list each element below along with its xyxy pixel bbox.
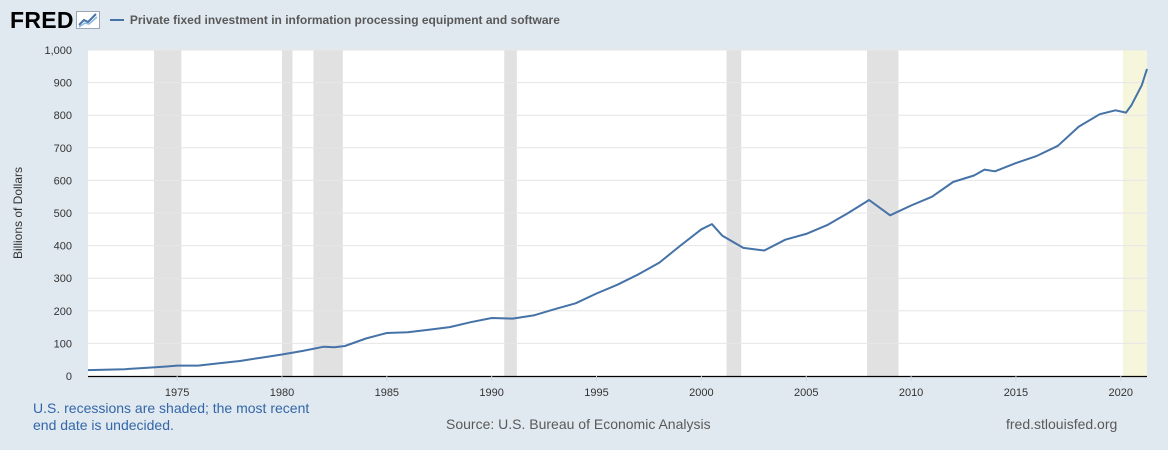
site-link[interactable]: fred.stlouisfed.org: [1006, 416, 1118, 432]
x-tick-label: 2020: [1109, 387, 1133, 399]
x-tick-label: 2005: [794, 387, 818, 399]
y-tick-label: 200: [54, 306, 72, 318]
x-axis: 1975 1980 1985 1990 1995 2000 2005 2010 2015 2020: [165, 376, 1133, 399]
legend-label: Private fixed investment in information …: [129, 13, 560, 27]
x-tick-label: 2000: [689, 387, 713, 399]
fred-logo[interactable]: FRED: [10, 6, 74, 33]
x-tick-label: 1995: [584, 387, 608, 399]
x-tick-label: 1985: [375, 387, 399, 399]
x-tick-label: 1990: [479, 387, 503, 399]
y-axis: 0 100 200 300 400 500 600 700 800 900 1,000: [44, 45, 72, 383]
y-tick-label: 300: [54, 273, 72, 285]
chart-header: FRED Private fixed investment in informa…: [10, 6, 560, 34]
y-tick-label: 500: [54, 208, 72, 220]
y-tick-label: 800: [54, 110, 72, 122]
legend-line-swatch: [109, 19, 124, 21]
y-axis-title: Billions of Dollars: [11, 167, 25, 259]
gridlines: [88, 49, 1147, 344]
x-tick-label: 2010: [899, 387, 923, 399]
y-tick-label: 600: [54, 175, 72, 187]
y-tick-label: 0: [66, 371, 72, 383]
series-layer: [87, 68, 1148, 372]
x-tick-label: 1975: [165, 387, 189, 399]
x-tick-label: 2015: [1004, 387, 1028, 399]
y-tick-label: 1,000: [44, 45, 72, 57]
y-tick-label: 900: [54, 78, 72, 90]
fred-logo-graph-icon: [75, 11, 100, 29]
chart-legend: Private fixed investment in information …: [109, 13, 560, 27]
y-tick-label: 100: [54, 338, 72, 350]
source-note: Source: U.S. Bureau of Economic Analysis: [446, 416, 711, 432]
recession-note: U.S. recessions are shaded; the most rec…: [33, 400, 310, 433]
x-tick-label: 1980: [270, 387, 294, 399]
series-line: [87, 68, 1148, 372]
y-tick-label: 700: [54, 143, 72, 155]
y-tick-label: 400: [54, 241, 72, 253]
